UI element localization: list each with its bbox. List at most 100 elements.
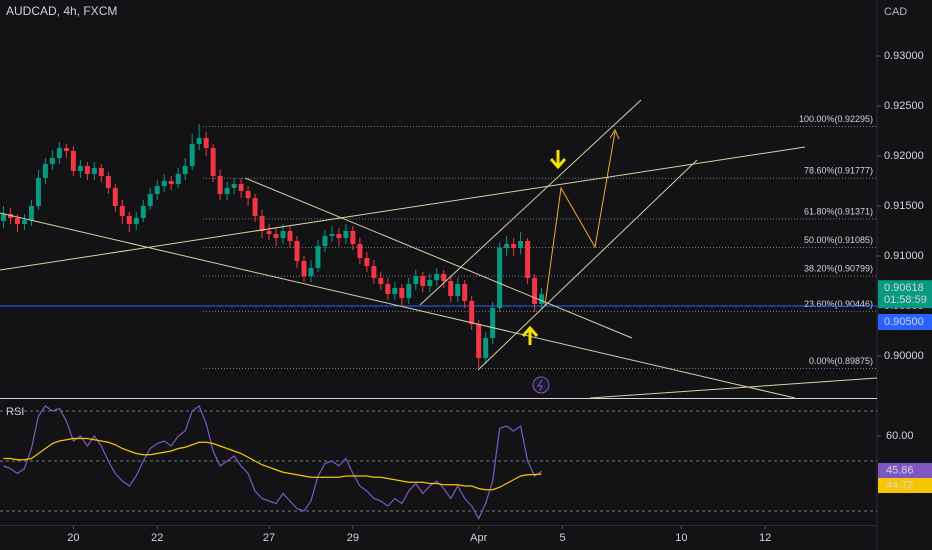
candle-body (371, 266, 377, 278)
x-tick-label: 10 (675, 532, 687, 544)
chart-title: AUDCAD, 4h, FXCM (6, 4, 117, 18)
candle-body (441, 274, 447, 281)
candle-body (434, 274, 440, 280)
candle-body (77, 166, 83, 171)
y-tick-label: 0.90000 (884, 350, 924, 362)
candle-body (455, 284, 461, 296)
fib-label: 38.20%(0.90799) (804, 263, 873, 273)
candle-body (266, 231, 272, 234)
candle-body (532, 278, 538, 304)
y-tick-label: 0.92500 (884, 100, 924, 112)
candle-body (21, 220, 27, 224)
hline-box (878, 314, 932, 330)
y-tick-label: 0.92000 (884, 150, 924, 162)
candle-body (518, 241, 524, 248)
candle-body (525, 241, 531, 278)
candle-body (413, 276, 419, 284)
rsi-ma-box (878, 478, 932, 493)
trendline (0, 146, 806, 271)
candle-body (329, 234, 335, 236)
candle-body (315, 246, 321, 268)
candle-body (273, 234, 279, 238)
up-arrow (521, 325, 539, 345)
candle-body (196, 138, 202, 144)
rsi-tick-label: 60.00 (886, 430, 914, 442)
candle-body (105, 176, 111, 188)
candle-body (189, 144, 195, 166)
drawings (0, 99, 878, 399)
trendline (244, 177, 633, 339)
candle-body (70, 151, 76, 171)
candle-body (511, 244, 517, 248)
candle-body (175, 174, 181, 184)
x-tick-label: 12 (759, 532, 771, 544)
projection-arrowhead (609, 128, 620, 140)
rsi-value-label: 45.86 (886, 464, 914, 476)
fib-label: 100.00%(0.92295) (799, 114, 873, 124)
candle-body (14, 218, 20, 224)
down-arrow (549, 150, 567, 170)
x-tick-label: 5 (559, 532, 565, 544)
candle-body (364, 258, 370, 266)
candle-body (84, 166, 90, 174)
candle-body (294, 241, 300, 261)
rsi-line (3, 405, 542, 520)
candle-body (497, 248, 503, 308)
candle-body (49, 158, 55, 164)
candle-body (133, 218, 139, 224)
rsi-title: RSI (6, 406, 24, 418)
candle-body (238, 184, 244, 191)
x-tick-label: 22 (151, 532, 163, 544)
trendline (589, 377, 878, 399)
rsi-ma-line (3, 437, 542, 491)
x-tick-label: 27 (263, 532, 275, 544)
candle-body (476, 324, 482, 358)
event-icon[interactable] (532, 376, 550, 394)
candle-body (63, 148, 69, 151)
candle-body (343, 231, 349, 238)
candle-body (322, 236, 328, 246)
candle-body (161, 181, 167, 186)
candle-body (210, 148, 216, 176)
candle-body (140, 206, 146, 218)
candle-body (399, 288, 405, 298)
candle-body (217, 176, 223, 194)
candle-body (469, 301, 475, 324)
fib-label: 23.60%(0.90446) (804, 299, 873, 309)
candle-body (420, 276, 426, 286)
candle-body (406, 284, 412, 298)
candle-body (182, 166, 188, 174)
candle-body (0, 214, 6, 221)
hline-label: 0.90500 (884, 316, 924, 328)
candle-body (301, 261, 307, 276)
candle-body (42, 164, 48, 178)
candle-body (91, 168, 97, 174)
rsi-ma-label: 44.72 (886, 479, 914, 491)
candle-body (336, 234, 342, 238)
last-price-box (878, 280, 932, 309)
candle-body (119, 206, 125, 216)
candle-body (252, 198, 258, 216)
projection-path (544, 131, 616, 306)
candle-body (490, 308, 496, 338)
candle-body (56, 148, 62, 158)
candle-body (224, 188, 230, 194)
candle-body (504, 244, 510, 248)
candle-body (483, 338, 489, 358)
candle-body (427, 280, 433, 286)
fib-label: 78.60%(0.91777) (804, 166, 873, 176)
channel-line (419, 99, 642, 306)
candle-body (203, 138, 209, 148)
candle-body (287, 231, 293, 241)
candle-body (350, 231, 356, 244)
currency: CAD (884, 6, 907, 18)
fib-label: 50.00%(0.91085) (804, 235, 873, 245)
candle-body (28, 206, 34, 220)
fib-label: 61.80%(0.91371) (804, 206, 873, 216)
candle-body (385, 284, 391, 294)
candle-body (147, 194, 153, 206)
candle-body (126, 216, 132, 224)
candle-body (168, 181, 174, 184)
